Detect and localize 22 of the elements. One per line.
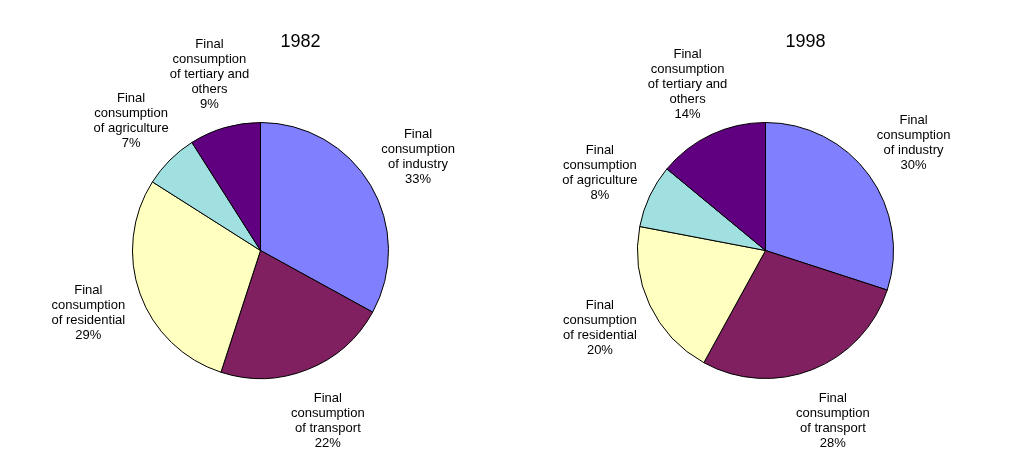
chart-title: 1982 (280, 31, 321, 52)
data-label: 8% (590, 186, 610, 202)
slice-label: Final consumption of transport (291, 389, 365, 435)
slice-label: Final consumption of agriculture (93, 90, 169, 136)
slice-label: Final consumption of tertiary and others (647, 46, 728, 107)
data-label: 33% (405, 171, 432, 187)
data-label: 30% (900, 157, 927, 173)
slice-label: Final consumption of industry (381, 126, 455, 172)
data-label: 29% (75, 326, 102, 342)
slice-label: Final consumption of tertiary and others (169, 36, 250, 97)
chart-title: 1998 (785, 31, 826, 52)
slice-label: Final consumption of residential (563, 297, 637, 343)
data-label: 7% (121, 135, 141, 151)
data-label: 9% (200, 96, 220, 112)
slice-label: Final consumption of residential (51, 281, 126, 327)
slice-label: Final consumption of industry (876, 112, 951, 158)
data-label: 14% (674, 106, 702, 122)
data-label: 20% (586, 342, 614, 358)
data-label: 28% (819, 434, 847, 450)
slice-label: Final consumption of agriculture (562, 141, 638, 187)
slice-label: Final consumption of transport (796, 389, 870, 435)
data-label: 22% (314, 434, 342, 450)
